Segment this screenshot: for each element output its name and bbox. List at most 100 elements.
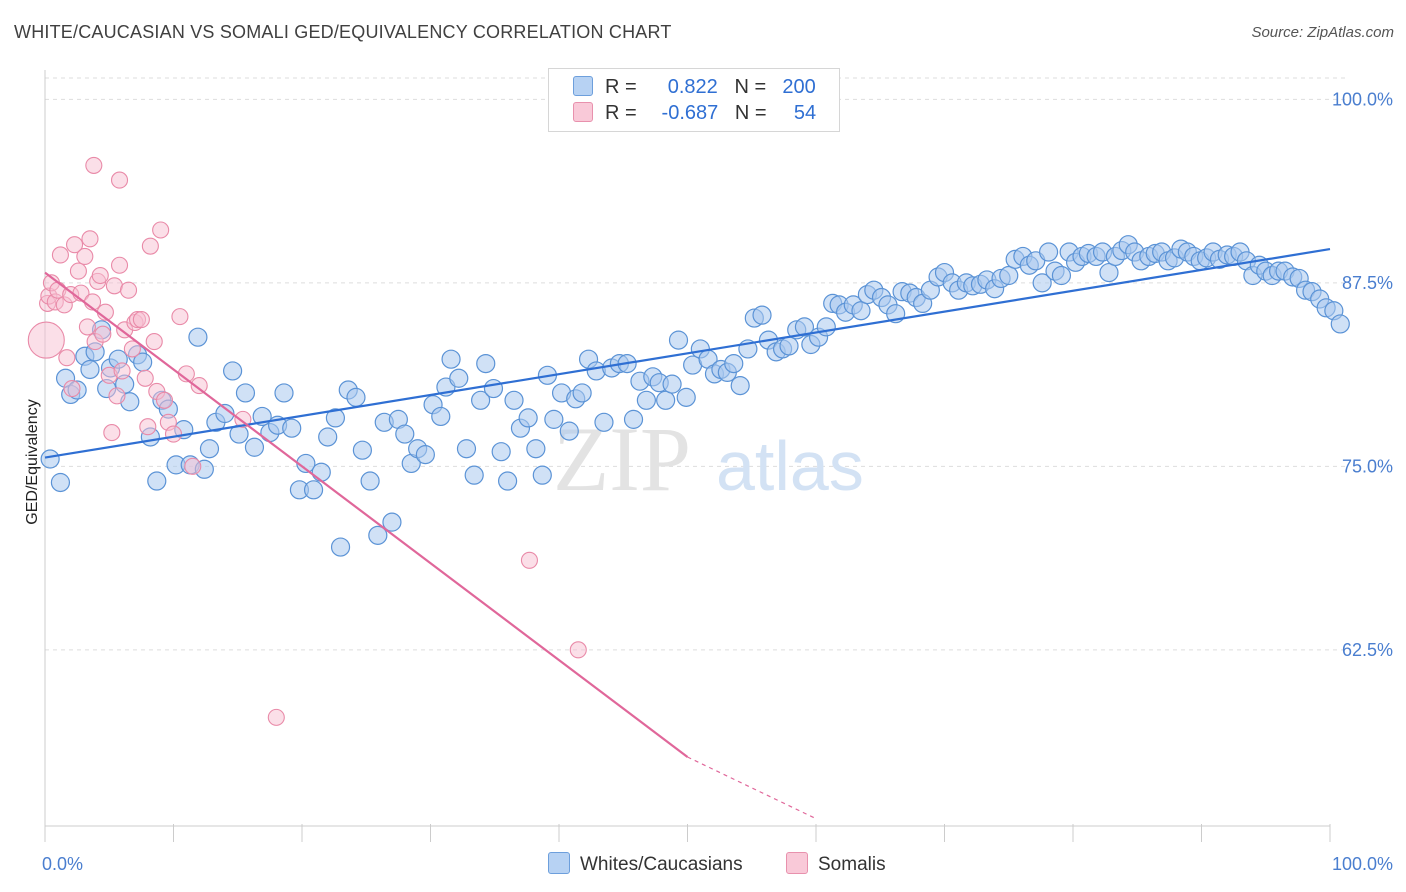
legend-item-whites: Whites/Caucasians <box>548 852 743 876</box>
data-point-whites <box>656 390 676 410</box>
legend-r-label: R = <box>605 102 637 124</box>
y-tick-label: 100.0% <box>1332 89 1393 109</box>
watermark-atlas: atlas <box>716 427 864 505</box>
data-point-whites <box>441 349 461 369</box>
data-point-whites <box>382 512 402 532</box>
legend-r-value-whites: 0.822 <box>667 76 718 98</box>
x-tick-label: 100.0% <box>1332 854 1393 874</box>
data-point-whites <box>215 403 235 424</box>
data-point-somalis <box>27 321 65 359</box>
data-point-whites <box>483 378 504 399</box>
data-point-whites <box>572 383 592 403</box>
data-point-whites <box>395 424 415 444</box>
data-point-somalis <box>520 551 538 569</box>
data-point-whites <box>223 361 243 381</box>
data-point-somalis <box>85 156 103 174</box>
data-point-somalis <box>103 424 121 442</box>
data-point-whites <box>449 368 469 388</box>
data-point-whites <box>1099 262 1119 283</box>
data-point-whites <box>559 421 579 441</box>
y-tick-label: 87.5% <box>1342 273 1393 293</box>
trend-lines <box>44 248 1331 820</box>
trend-line-somalis <box>44 271 689 758</box>
data-point-somalis <box>94 325 112 343</box>
data-point-somalis <box>234 410 252 428</box>
y-tick-label: 75.0% <box>1342 456 1393 476</box>
data-point-somalis <box>76 247 94 265</box>
legend-label-whites: Whites/Caucasians <box>580 854 743 875</box>
data-point-whites <box>532 465 552 485</box>
data-point-somalis <box>66 236 84 254</box>
data-point-whites <box>199 439 220 459</box>
data-point-somalis <box>164 425 183 443</box>
data-point-whites <box>636 390 656 410</box>
axes-layer <box>44 70 1331 842</box>
data-point-whites <box>464 465 484 485</box>
trend-line-somalis-extension <box>687 756 817 820</box>
legend-n-label: N = <box>734 102 767 124</box>
data-point-whites <box>730 376 750 396</box>
data-point-whites <box>282 418 302 438</box>
legend-n-label: N = <box>734 76 767 98</box>
data-point-somalis <box>184 457 202 475</box>
data-point-whites <box>668 330 689 350</box>
data-point-whites <box>147 471 167 491</box>
legend-swatch-somalis <box>573 102 593 122</box>
data-point-somalis <box>51 246 69 264</box>
data-point-somalis <box>145 333 163 351</box>
data-point-whites <box>476 353 496 374</box>
data-point-whites <box>40 449 60 469</box>
data-point-whites <box>526 439 546 459</box>
legend-swatch-whites <box>573 76 593 96</box>
data-point-whites <box>1032 273 1052 293</box>
data-point-somalis <box>78 318 96 336</box>
data-point-whites <box>1051 265 1072 286</box>
data-point-somalis <box>108 387 126 405</box>
legend-n-value-somalis: 54 <box>793 102 817 124</box>
data-point-whites <box>1038 242 1059 262</box>
data-point-somalis <box>171 308 189 326</box>
data-point-whites <box>662 374 682 394</box>
data-point-whites <box>368 525 388 545</box>
data-point-whites <box>544 409 564 429</box>
data-point-whites <box>752 305 772 325</box>
data-point-somalis <box>91 266 109 285</box>
series-whites-points <box>40 235 1350 557</box>
data-point-whites <box>346 387 366 407</box>
data-point-whites <box>794 317 815 337</box>
data-point-somalis <box>123 340 141 358</box>
data-point-somalis <box>136 369 154 387</box>
data-point-somalis <box>132 311 150 329</box>
data-point-whites <box>325 408 346 428</box>
data-point-whites <box>80 359 100 380</box>
stats-legend: R = 0.822 N = 200 R = -0.687 N = 54 <box>548 68 840 132</box>
data-point-whites <box>999 265 1019 286</box>
data-point-whites <box>779 336 799 356</box>
data-point-whites <box>330 537 351 557</box>
tick-labels: 62.5% 75.0% 87.5% 100.0% 0.0% 100.0% <box>42 89 1393 874</box>
data-point-whites <box>188 327 208 347</box>
data-point-whites <box>851 301 871 321</box>
legend-n-value-whites: 200 <box>782 76 816 98</box>
legend-swatch-whites <box>548 852 570 874</box>
data-point-somalis <box>155 391 174 409</box>
legend-swatch-somalis <box>786 852 808 874</box>
data-point-somalis <box>190 377 208 395</box>
data-point-whites <box>235 383 256 403</box>
y-tick-label: 62.5% <box>1342 640 1393 660</box>
data-point-whites <box>415 445 435 465</box>
data-point-somalis <box>113 362 131 380</box>
data-point-whites <box>724 353 744 374</box>
data-point-whites <box>518 408 538 428</box>
data-point-whites <box>491 442 511 462</box>
data-point-somalis <box>110 256 129 274</box>
data-point-whites <box>623 409 644 429</box>
data-point-whites <box>244 437 265 457</box>
legend-r-label: R = <box>605 76 637 98</box>
data-point-whites <box>50 472 71 493</box>
data-point-somalis <box>69 262 87 280</box>
data-point-whites <box>431 406 451 427</box>
data-point-somalis <box>152 221 170 239</box>
trend-line-whites <box>44 248 1331 459</box>
data-point-whites <box>352 440 372 460</box>
